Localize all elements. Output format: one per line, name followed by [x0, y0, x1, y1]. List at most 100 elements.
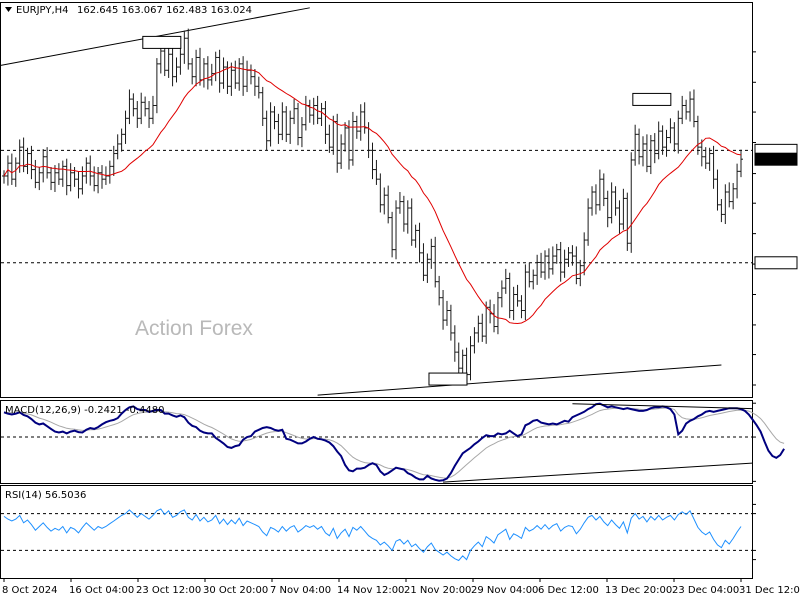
- ohlc-bar: [221, 57, 226, 89]
- watermark-text: Action Forex: [135, 317, 253, 340]
- ohlc-bar: [699, 139, 704, 167]
- ohlc-bar: [64, 158, 69, 196]
- ohlc-bar: [578, 259, 583, 287]
- time-tick-label: 23 Oct 12:00: [136, 585, 201, 596]
- ohlc-bar: [405, 200, 410, 234]
- ohlc-bar: [194, 49, 199, 87]
- ohlc-bar: [554, 243, 559, 264]
- ohlc-bar: [213, 51, 218, 82]
- ohlc-bar: [609, 182, 614, 224]
- macd-panel[interactable]: MACD(12,26,9) -0.2421 -0.4480: [0, 400, 785, 484]
- ohlc-bar: [92, 166, 97, 192]
- ohlc-bar: [327, 124, 332, 153]
- ohlc-bar: [401, 195, 406, 232]
- ohlc-bar: [707, 147, 712, 171]
- ohlc-bar: [441, 290, 446, 330]
- ohlc-bar: [299, 117, 304, 148]
- ohlc-bar: [201, 58, 206, 88]
- ohlc-bar: [429, 238, 434, 269]
- ohlc-bar: [495, 291, 500, 335]
- ohlc-bar: [268, 102, 273, 147]
- ohlc-bar: [154, 58, 159, 114]
- ohlc-bar: [135, 101, 140, 128]
- ohlc-bar: [601, 173, 606, 207]
- ohlc-bar: [315, 95, 320, 125]
- time-tick-label: 7 Nov 04:00: [270, 585, 331, 596]
- ohlc-bar: [76, 171, 81, 199]
- ohlc-bar: [96, 167, 101, 194]
- ohlc-bar: [339, 134, 344, 169]
- ohlc-bar: [382, 187, 387, 215]
- ohlc-bar: [358, 104, 363, 141]
- ohlc-bar: [590, 186, 595, 216]
- ohlc-bar: [723, 184, 728, 225]
- ohlc-bar: [437, 275, 442, 306]
- ohlc-bar: [597, 169, 602, 211]
- ohlc-bar: [546, 248, 551, 279]
- ohlc-bar: [566, 247, 571, 267]
- price-axis: [752, 51, 798, 386]
- rsi-panel-frame: [0, 485, 753, 579]
- ohlc-bar: [448, 304, 453, 341]
- ohlc-bar: [25, 147, 30, 175]
- ohlc-bar: [680, 95, 685, 125]
- ohlc-bar: [503, 268, 508, 294]
- rsi-panel[interactable]: RSI(14) 56.5036: [0, 485, 753, 579]
- ohlc-bar: [237, 58, 242, 91]
- ohlc-bar: [417, 222, 422, 263]
- ohlc-bar: [241, 56, 246, 96]
- ohlc-bar: [629, 152, 634, 253]
- ohlc-bar: [9, 153, 14, 185]
- ohlc-bar: [433, 236, 438, 288]
- ohlc-bar: [52, 165, 57, 192]
- ohlc-bar: [186, 28, 191, 70]
- ohlc-bar: [346, 120, 351, 170]
- macd-trendline-lower: [443, 462, 753, 483]
- ohlc-bar: [672, 122, 677, 152]
- ohlc-bar: [29, 145, 34, 180]
- ohlc-bar: [276, 113, 281, 144]
- ohlc-bar: [664, 129, 669, 157]
- ohlc-bar: [178, 48, 183, 75]
- ohlc-bar: [260, 86, 265, 127]
- ohlc-bar: [394, 200, 399, 260]
- ohlc-bar: [731, 183, 736, 210]
- ohlc-bar: [60, 160, 65, 187]
- ohlc-bar: [362, 102, 367, 134]
- macd-main-line: [3, 402, 785, 482]
- price-tag-box: [428, 372, 468, 386]
- ohlc-bar: [190, 58, 195, 85]
- ohlc-bar: [550, 246, 555, 275]
- price-tag-box: [632, 92, 672, 106]
- macd-axis: [752, 402, 756, 482]
- ohlc-bar: [621, 188, 626, 230]
- ohlc-bar: [378, 173, 383, 213]
- time-tick-label: 14 Nov 12:00: [337, 585, 404, 596]
- ohlc-bar: [562, 249, 567, 278]
- ohlc-bar: [633, 124, 638, 166]
- dropdown-triangle-icon[interactable]: [5, 7, 12, 12]
- ohlc-bar: [637, 128, 642, 165]
- ohlc-bar: [660, 125, 665, 155]
- ohlc-bar: [656, 121, 661, 160]
- rsi-line: [3, 508, 742, 562]
- ohlc-bar: [640, 136, 645, 167]
- ohlc-bar: [13, 157, 18, 187]
- ohlc-bar: [719, 199, 724, 223]
- ohlc-bar: [727, 182, 732, 208]
- ohlc-bar: [519, 295, 524, 319]
- ohlc-bar: [574, 246, 579, 285]
- ohlc-bar: [468, 336, 473, 381]
- time-tick-label: 30 Oct 20:00: [203, 585, 268, 596]
- ohlc-bar: [147, 101, 152, 128]
- ohlc-bar: [229, 62, 234, 96]
- ohlc-bar: [45, 147, 50, 179]
- ohlc-bar: [409, 198, 414, 246]
- ohlc-bar: [523, 264, 528, 321]
- price-panel[interactable]: Action Forex EURJPY,H4 162.645 163.067 1…: [0, 2, 753, 398]
- ohlc-readout: 162.645 163.067 162.483 163.024: [77, 5, 252, 16]
- ohlc-bar: [256, 76, 261, 99]
- ohlc-bar: [644, 134, 649, 173]
- ohlc-bar: [691, 89, 696, 128]
